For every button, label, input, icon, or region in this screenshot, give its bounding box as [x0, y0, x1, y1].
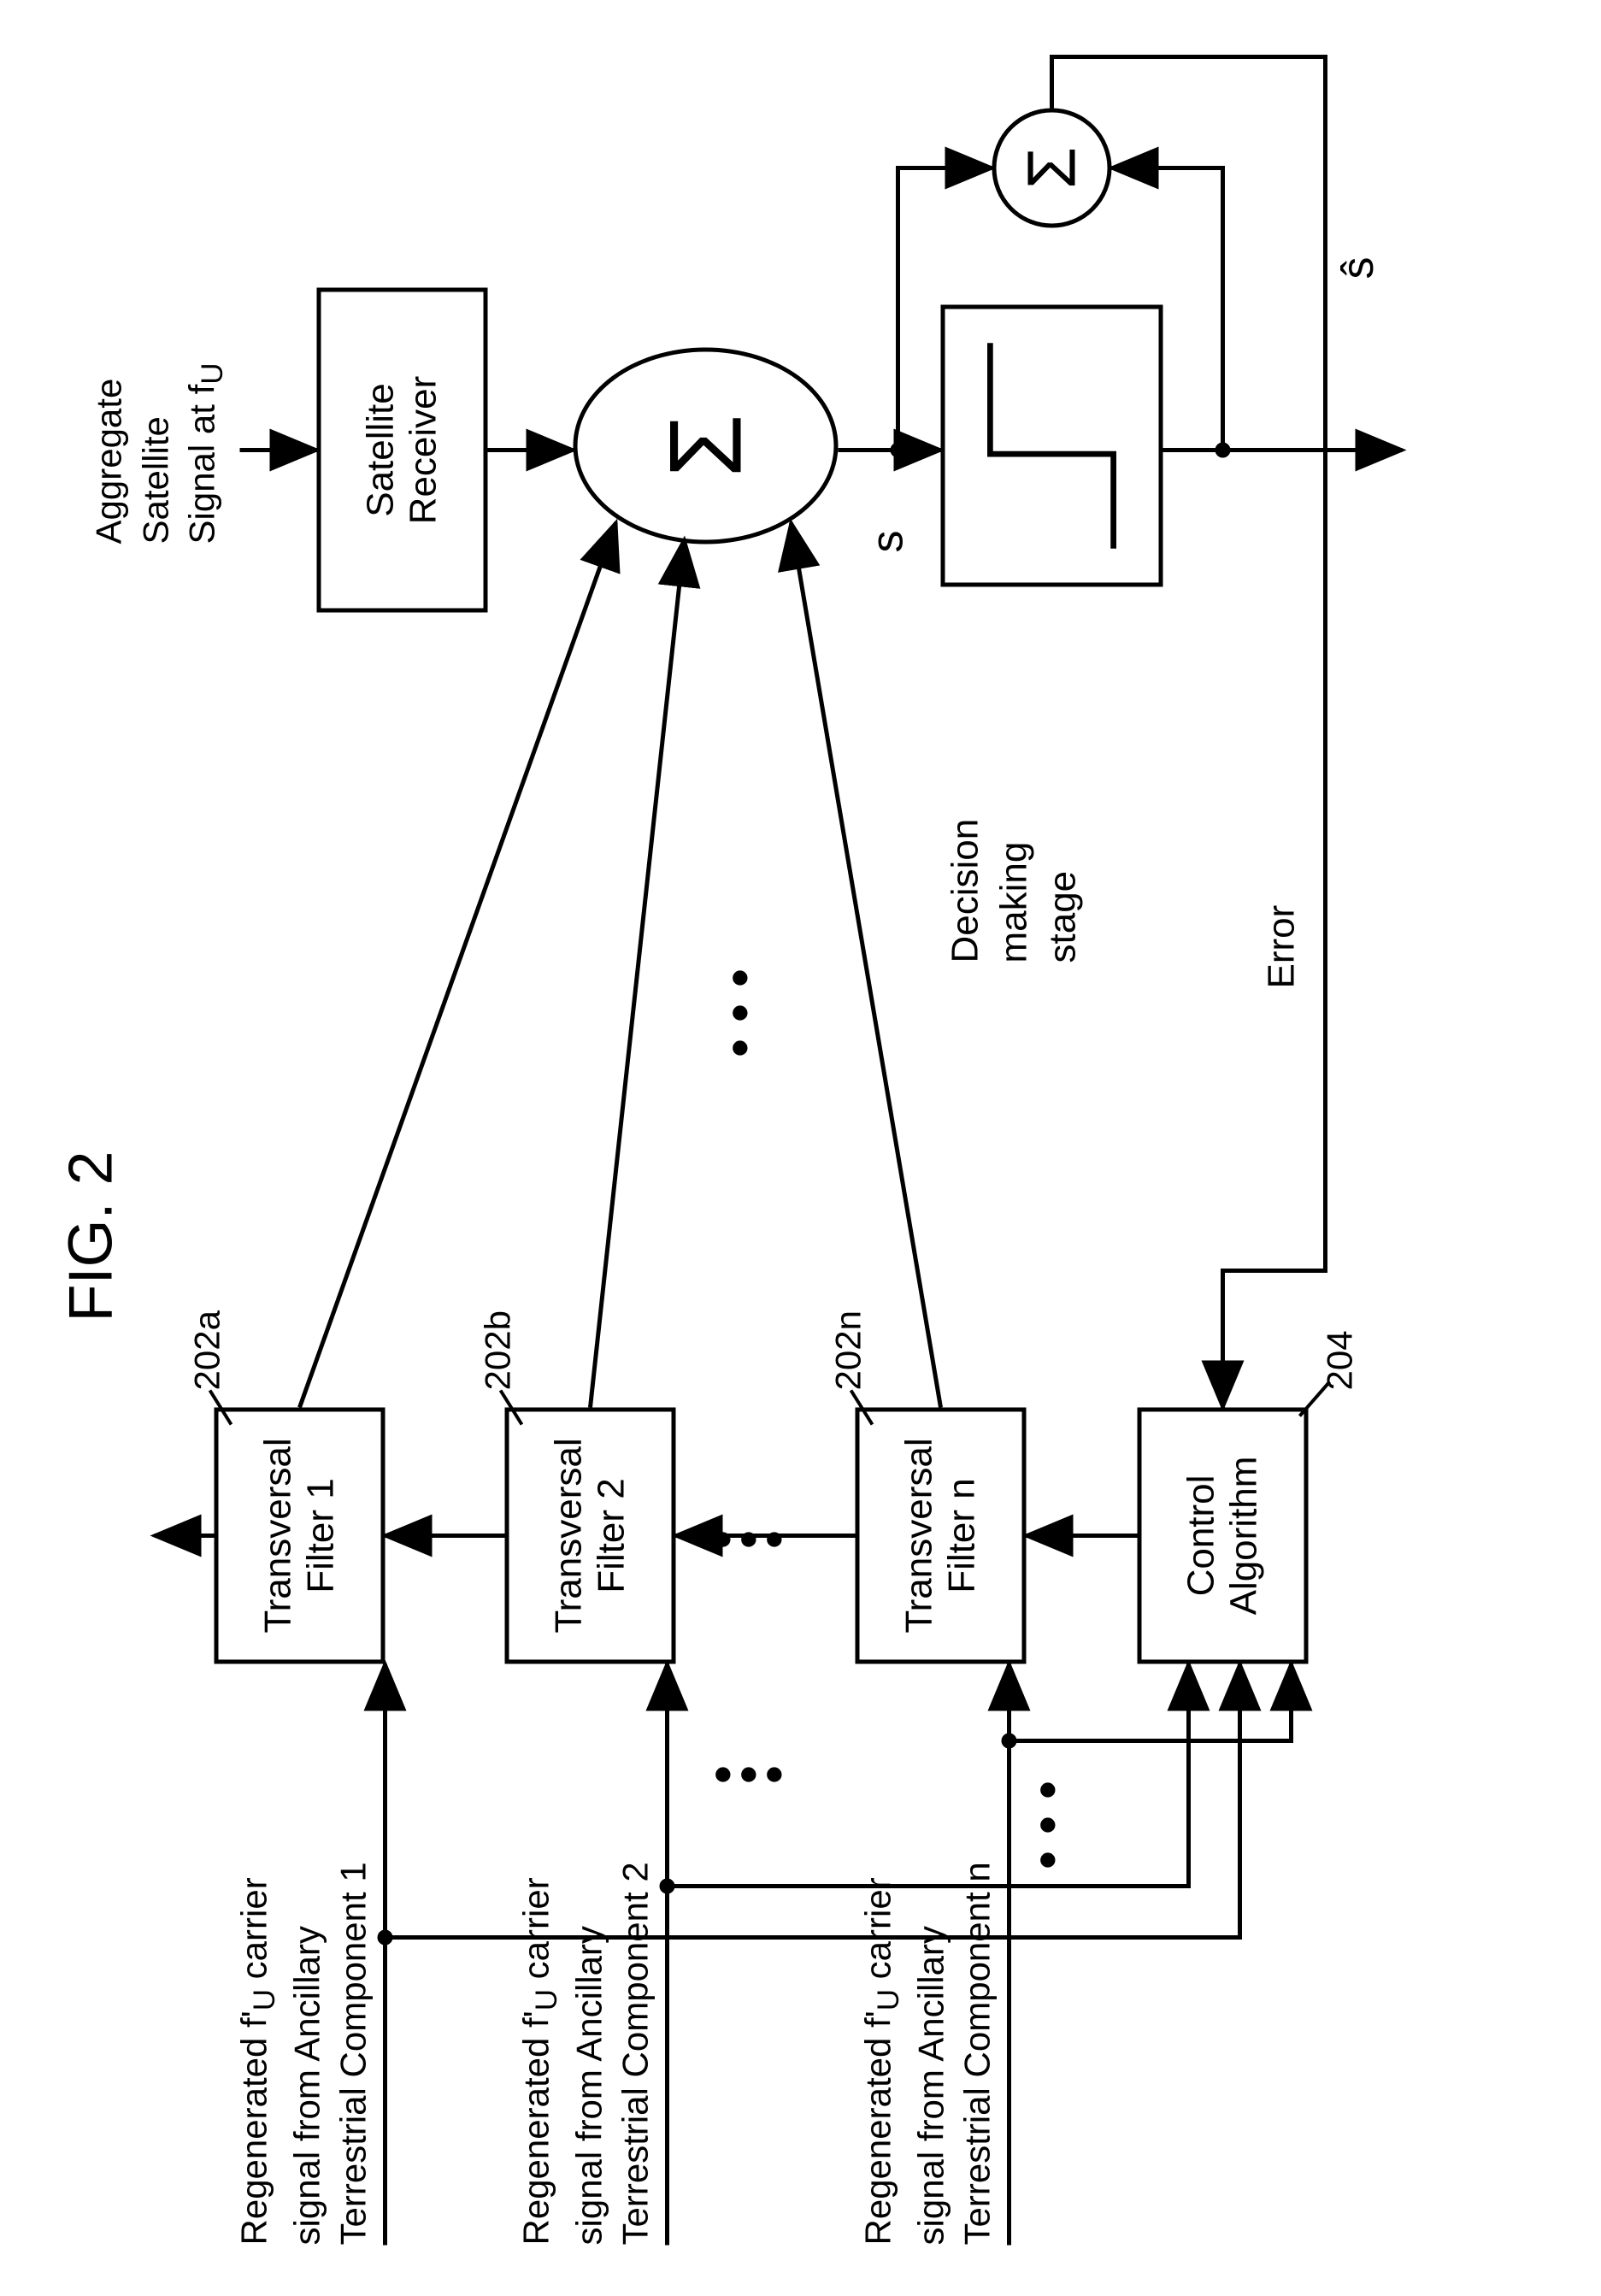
diagram-canvas: FIG. 2 Regenerated f'U carriersignal fro…	[0, 0, 1601, 2296]
error-summer: Σ	[992, 108, 1111, 227]
sat-input-label: AggregateSatelliteSignal at fU	[85, 287, 232, 544]
input-n-label: Regenerated f'U carriersignal from Ancil…	[855, 1783, 1001, 2245]
input-2-label: Regenerated f'U carriersignal from Ancil…	[513, 1783, 659, 2245]
tf2-ref: 202b	[474, 1310, 521, 1390]
satellite-receiver: Satellite Receiver	[316, 287, 487, 612]
tf1-ref: 202a	[184, 1310, 231, 1390]
transversal-filter-n: Transversal Filter n	[855, 1407, 1026, 1663]
transversal-filter-2: Transversal Filter 2	[504, 1407, 675, 1663]
signal-s-hat: ŝ	[1329, 256, 1387, 279]
ellipsis-inputs: •••	[709, 1765, 786, 1783]
control-algorithm: Control Algorithm	[1137, 1407, 1308, 1663]
decision-stage	[940, 304, 1162, 586]
signal-error: Error	[1257, 904, 1305, 988]
transversal-filter-1: Transversal Filter 1	[214, 1407, 385, 1663]
signal-s: s	[859, 530, 917, 552]
tfn-ref: 202n	[825, 1310, 872, 1390]
ellipsis-outputs: •••	[709, 951, 768, 1057]
figure-title: FIG. 2	[51, 1151, 132, 1322]
summing-junction: Σ	[573, 347, 838, 544]
ctrl-ref: 204	[1316, 1330, 1363, 1390]
decision-stage-label: Decision making stage	[940, 706, 1087, 963]
ellipsis-control-inputs: •••	[1017, 1763, 1076, 1869]
ellipsis-filters: •••	[709, 1530, 786, 1548]
input-1-label: Regenerated f'U carriersignal from Ancil…	[231, 1783, 377, 2245]
